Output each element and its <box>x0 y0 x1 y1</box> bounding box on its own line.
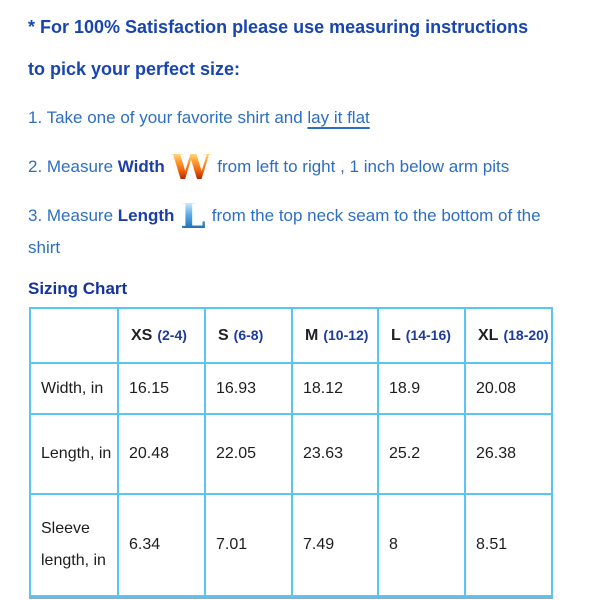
row-label-width: Width, in <box>29 362 119 415</box>
width-m-value: 18.12 <box>291 362 379 415</box>
width-xs-value: 16.15 <box>117 362 206 415</box>
header-cell-xl: XL (18-20) <box>464 307 553 364</box>
size-range: (2-4) <box>157 326 187 343</box>
step-2-post: from left to right , 1 inch below arm pi… <box>217 157 510 176</box>
sleeve-s-value: 7.01 <box>204 493 293 597</box>
step-1-text: 1. Take one of your favorite shirt and <box>28 108 308 127</box>
measuring-step-1: 1. Take one of your favorite shirt and l… <box>28 106 578 130</box>
header-cell-l: L (14-16) <box>377 307 466 364</box>
size-range: (10-12) <box>323 326 369 343</box>
size-label: M <box>305 326 319 344</box>
title-line-2: to pick your perfect size: <box>28 59 241 79</box>
sleeve-m-value: 7.49 <box>291 493 379 597</box>
step-2-pre: 2. Measure <box>28 157 118 176</box>
sizing-chart-table: XS (2-4) S (6-8) M (10-12) L (14-16) XL (18-2… <box>29 307 553 597</box>
size-label: XS <box>131 326 153 344</box>
length-m-value: 23.63 <box>291 413 379 495</box>
satisfaction-title: * For 100% Satisfaction please use measu… <box>28 6 578 90</box>
length-l-icon: L <box>180 195 206 237</box>
size-range: (14-16) <box>405 326 451 343</box>
lay-it-flat-underlined-text: lay it flat <box>307 108 370 127</box>
width-w-icon: W <box>170 146 212 188</box>
size-range: (18-20) <box>503 326 549 343</box>
width-xl-value: 20.08 <box>464 362 553 415</box>
step-3-post: from the top neck seam to the bottom of … <box>28 206 541 257</box>
size-range: (6-8) <box>233 326 264 343</box>
table-row-width: Width, in 16.15 16.93 18.12 18.9 20.08 <box>29 362 553 415</box>
table-row-sleeve-length: Sleeve length, in 6.34 7.01 7.49 8 8.51 <box>29 493 553 597</box>
length-l-value: 25.2 <box>377 413 466 495</box>
header-cell-xs: XS (2-4) <box>117 307 206 364</box>
length-xl-value: 26.38 <box>464 413 553 495</box>
table-row-length: Length, in 20.48 22.05 23.63 25.2 26.38 <box>29 413 553 495</box>
sleeve-xs-value: 6.34 <box>117 493 206 597</box>
size-label: L <box>391 326 401 344</box>
width-s-value: 16.93 <box>204 362 293 415</box>
header-cell-s: S (6-8) <box>204 307 293 364</box>
length-s-value: 22.05 <box>204 413 293 495</box>
step-3-pre: 3. Measure <box>28 206 118 225</box>
length-bold-word: Length <box>117 206 175 225</box>
size-label: S <box>218 326 229 344</box>
row-label-length: Length, in <box>29 413 119 495</box>
sleeve-xl-value: 8.51 <box>464 493 553 597</box>
header-cell-empty <box>29 307 119 364</box>
width-bold-word: Width <box>117 157 165 176</box>
table-header-row: XS (2-4) S (6-8) M (10-12) L (14-16) XL (18-2… <box>29 307 553 364</box>
header-cell-m: M (10-12) <box>291 307 379 364</box>
width-l-value: 18.9 <box>377 362 466 415</box>
sizing-chart-heading: Sizing Chart <box>28 279 128 298</box>
length-xs-value: 20.48 <box>117 413 206 495</box>
size-label: XL <box>478 326 499 344</box>
title-line-1: * For 100% Satisfaction please use measu… <box>28 17 529 37</box>
sleeve-l-value: 8 <box>377 493 466 597</box>
row-label-sleeve-length: Sleeve length, in <box>29 493 119 597</box>
